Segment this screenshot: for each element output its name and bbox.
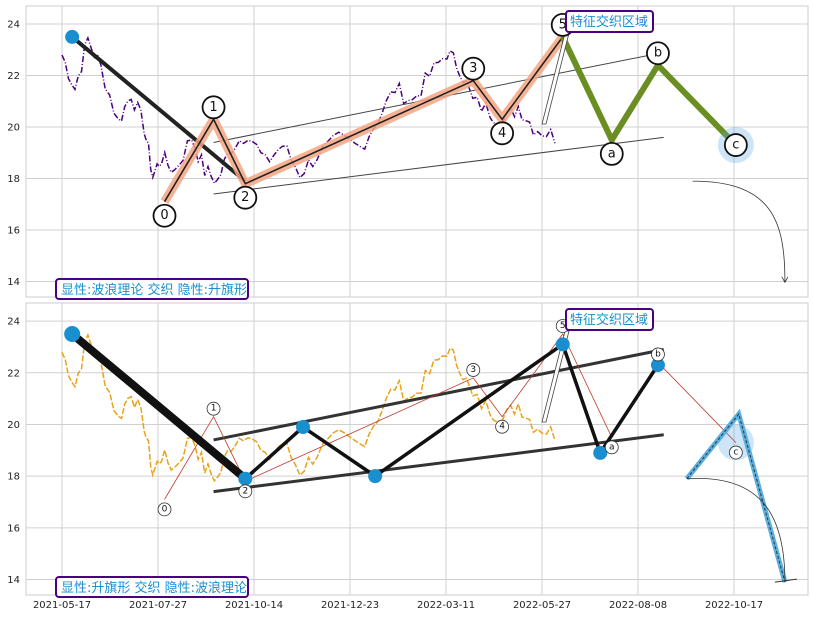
bottom-plot-area	[25, 302, 809, 596]
correction-wave-line	[560, 35, 739, 148]
top-price-series	[61, 35, 556, 185]
top-panel: 14 16 18 20 22 24 0 1 2 3 4 5 a b c 显性:波浪理论 交织 隐性:升旗形…	[7, 5, 809, 300]
wave-label-circle	[461, 56, 486, 81]
wave-label: 1	[209, 100, 217, 115]
wave-label: a	[608, 146, 616, 161]
wave-label: 2	[241, 190, 249, 205]
top-callout-text: 特征交织区域	[570, 14, 648, 30]
top-annotation-text: 显性:波浪理论 交织 隐性:升旗形	[61, 282, 247, 298]
wave-label-circle	[723, 133, 748, 157]
wave-label: 3	[469, 61, 477, 76]
wave-label-circle	[599, 142, 624, 166]
x-tick-label: 2021-12-23	[321, 600, 379, 611]
top-y-tick-label: 16	[7, 226, 20, 237]
bottom-annotation-text: 显性:升旗形 交织 隐性:波浪理论	[61, 580, 247, 596]
bottom-channel-lower	[213, 433, 664, 494]
flag-pole-line	[70, 35, 247, 183]
wave-label-circle	[233, 185, 258, 210]
bottom-wave-label-circle	[157, 502, 172, 517]
wave-label-circle	[490, 121, 515, 146]
x-tick-label: 2022-10-17	[705, 600, 763, 611]
prediction-arrow	[692, 180, 785, 281]
bottom-x-axis: 2021-05-17 2021-07-27 2021-10-14 2021-12-23…	[33, 600, 763, 611]
forecast-end-bracket	[774, 578, 797, 583]
top-y-axis: 14 16 18 20 22 24	[7, 20, 20, 289]
top-y-tick-label: 24	[7, 20, 20, 31]
bottom-wave-label: 5	[560, 321, 566, 331]
top-y-tick-label: 22	[7, 71, 20, 82]
bottom-flag-pole	[69, 330, 248, 482]
bottom-callout-text: 特征交织区域	[570, 312, 648, 328]
bottom-y-tick-label: 20	[7, 420, 20, 431]
top-y-tick-label: 18	[7, 174, 20, 185]
flag-point-marker	[593, 445, 608, 460]
bottom-wave-label-circle	[604, 440, 619, 455]
bottom-wave-label: 2	[242, 486, 248, 496]
bottom-wave-label-circle	[495, 419, 510, 434]
bottom-y-tick-label: 16	[7, 523, 20, 534]
forecast-curve	[686, 478, 786, 583]
bottom-overlays: 0 1 2 3 4 5 a b c	[64, 319, 797, 583]
bottom-wave-label-circle	[238, 484, 253, 499]
bottom-channel-upper	[213, 348, 665, 442]
wave-label: 4	[498, 126, 506, 141]
wave-label-circle	[152, 203, 177, 228]
bottom-y-tick-label: 14	[7, 575, 20, 586]
bottom-grid	[26, 303, 808, 595]
flag-point-marker	[555, 337, 570, 352]
bottom-callout: 特征交织区域	[565, 308, 654, 331]
bottom-y-tick-label: 24	[7, 317, 20, 328]
flag-point-marker	[296, 420, 311, 435]
x-tick-label: 2021-05-17	[33, 600, 91, 611]
impulse-wave-line	[163, 36, 564, 203]
x-tick-label: 2022-03-11	[417, 600, 475, 611]
wave-label: 5	[559, 17, 567, 32]
wave-label: 0	[160, 208, 168, 223]
top-y-tick-label: 20	[7, 123, 20, 134]
flag-point-marker	[238, 471, 253, 486]
wave-label: c	[732, 138, 739, 153]
x-tick-label: 2021-07-27	[129, 600, 187, 611]
bottom-wave-label-circle	[466, 363, 481, 377]
x-tick-label: 2021-10-14	[225, 600, 283, 611]
bottom-wave-label-circle	[728, 445, 743, 460]
bottom-wave-label: a	[609, 442, 615, 452]
wave-label-circle	[201, 95, 226, 120]
bottom-wave-label: 1	[211, 404, 217, 414]
top-price-line	[61, 35, 556, 185]
bottom-wave-label-circle	[206, 401, 221, 416]
wave-label-circle	[646, 41, 670, 66]
bottom-y-axis: 14 16 18 20 22 24	[7, 317, 20, 586]
flag-point-marker	[368, 469, 383, 484]
flag-start-marker	[65, 29, 80, 44]
bottom-wave-label: c	[733, 448, 738, 458]
top-callout: 特征交织区域	[565, 10, 654, 33]
flag-point-marker	[650, 358, 665, 373]
channel-lower-line	[213, 136, 664, 195]
x-tick-label: 2022-05-27	[513, 600, 571, 611]
bottom-wave-label: 4	[499, 422, 505, 432]
bottom-callout-pointer	[541, 330, 570, 423]
forecast-line	[686, 413, 786, 583]
top-y-tick-label: 14	[7, 277, 20, 288]
bottom-flag-zigzag	[244, 342, 660, 481]
bottom-wave-label: 3	[470, 365, 476, 375]
bottom-wave-label: 0	[162, 504, 168, 514]
bottom-y-tick-label: 18	[7, 472, 20, 483]
bottom-wave-label-circle	[651, 347, 665, 362]
wave-label: b	[654, 46, 662, 61]
bottom-wave-label: b	[655, 349, 661, 359]
bottom-y-tick-label: 22	[7, 368, 20, 379]
x-tick-label: 2022-08-08	[609, 600, 667, 611]
bottom-annotation-box: 显性:升旗形 交织 隐性:波浪理论	[55, 576, 249, 598]
top-plot-area	[25, 5, 809, 298]
flag-point-marker	[64, 326, 81, 343]
top-annotation-box: 显性:波浪理论 交织 隐性:升旗形	[55, 278, 249, 300]
